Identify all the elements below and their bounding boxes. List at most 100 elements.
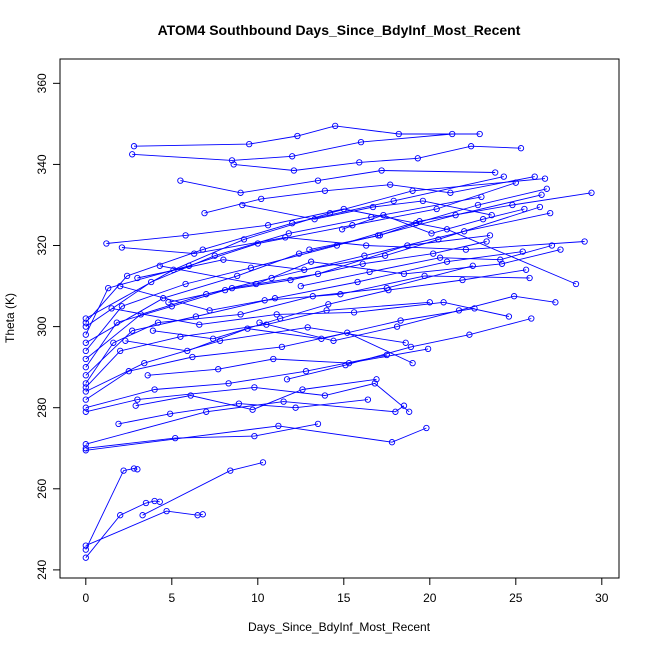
series-24 xyxy=(118,234,588,257)
series-11 xyxy=(82,324,409,395)
data-point xyxy=(209,335,217,342)
data-point xyxy=(381,252,389,259)
data-point xyxy=(82,331,89,338)
y-tick-label: 240 xyxy=(35,560,49,580)
series-line xyxy=(120,275,530,311)
data-point xyxy=(227,467,234,474)
data-point xyxy=(443,226,451,233)
series-line xyxy=(85,332,413,400)
data-point xyxy=(134,396,141,403)
data-point xyxy=(383,351,390,359)
data-point xyxy=(314,177,322,184)
data-point xyxy=(479,216,487,223)
data-point xyxy=(390,197,397,205)
y-tick-label: 360 xyxy=(35,73,49,93)
data-point xyxy=(354,278,361,286)
data-point xyxy=(407,343,415,351)
data-point xyxy=(430,250,437,257)
data-point xyxy=(151,386,158,393)
data-point xyxy=(249,406,256,413)
series-45 xyxy=(338,205,528,237)
data-point xyxy=(447,189,454,196)
data-point xyxy=(234,272,241,280)
data-point xyxy=(369,203,377,211)
data-point xyxy=(543,185,550,192)
data-point xyxy=(165,299,172,306)
data-point xyxy=(581,238,588,245)
data-point xyxy=(424,345,432,353)
data-point xyxy=(244,325,251,332)
series-line xyxy=(142,461,264,516)
data-point xyxy=(270,355,277,363)
data-point xyxy=(192,313,200,320)
series-line xyxy=(85,196,482,327)
series-4 xyxy=(139,459,267,519)
data-point xyxy=(211,252,218,259)
series-5 xyxy=(82,420,322,452)
data-point xyxy=(134,466,141,473)
data-point xyxy=(82,554,89,561)
series-line xyxy=(85,326,406,392)
series-line xyxy=(85,234,491,368)
series-41 xyxy=(256,293,559,344)
data-point xyxy=(82,339,89,346)
series-line xyxy=(180,170,496,194)
data-point xyxy=(82,380,89,387)
data-point xyxy=(474,201,482,209)
data-point xyxy=(373,376,380,383)
series-line xyxy=(286,318,532,380)
data-point xyxy=(402,339,409,346)
data-point xyxy=(500,173,507,180)
data-point xyxy=(455,307,463,314)
data-point xyxy=(397,317,404,324)
data-point xyxy=(252,280,260,288)
data-point xyxy=(108,305,115,312)
series-line xyxy=(204,176,535,214)
data-point xyxy=(301,266,308,273)
data-point xyxy=(548,242,556,249)
series-line xyxy=(111,301,509,326)
series-line xyxy=(341,208,525,234)
data-point xyxy=(452,211,459,219)
data-point xyxy=(82,447,89,454)
data-point xyxy=(117,512,124,519)
data-point xyxy=(459,276,466,284)
series-27 xyxy=(177,167,499,196)
data-point xyxy=(409,359,416,367)
data-point xyxy=(251,384,258,391)
data-point xyxy=(557,246,564,253)
data-point xyxy=(182,280,189,288)
data-point xyxy=(469,262,476,269)
series-line xyxy=(133,125,480,147)
data-point xyxy=(264,222,272,229)
data-point xyxy=(156,262,163,269)
data-point xyxy=(361,252,368,259)
data-point xyxy=(149,327,157,334)
data-point xyxy=(547,209,554,217)
data-point xyxy=(486,232,494,239)
data-point xyxy=(294,132,301,140)
data-point xyxy=(156,498,163,505)
series-37 xyxy=(165,238,490,306)
series-25 xyxy=(130,122,483,150)
data-point xyxy=(302,368,310,375)
data-point xyxy=(321,187,329,194)
data-point xyxy=(436,254,444,261)
data-point xyxy=(275,422,282,430)
data-point xyxy=(388,439,396,446)
data-point xyxy=(201,209,208,217)
data-point xyxy=(476,130,483,138)
y-axis-label: Theta (K) xyxy=(3,293,17,343)
series-44 xyxy=(306,185,550,253)
data-point xyxy=(103,240,110,247)
data-point xyxy=(228,157,236,164)
data-point xyxy=(376,232,384,239)
data-point xyxy=(237,189,244,196)
series-line xyxy=(242,200,492,220)
data-point xyxy=(82,315,89,322)
chart-title: ATOM4 Southbound Days_Since_BdyInf_Most_… xyxy=(158,22,521,38)
data-point xyxy=(142,499,150,507)
data-point xyxy=(400,270,408,278)
data-point xyxy=(443,258,451,265)
data-point xyxy=(215,366,222,373)
